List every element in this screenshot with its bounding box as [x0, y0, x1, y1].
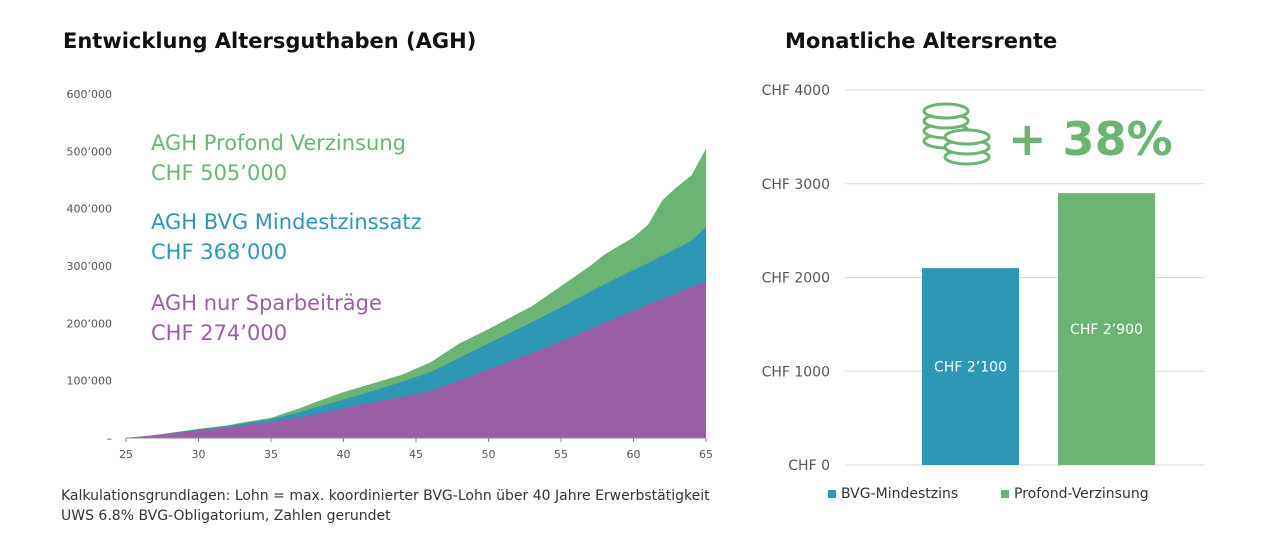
y-tick-label: 300’000 — [67, 260, 113, 273]
footnote-line-2: UWS 6.8% BVG-Obligatorium, Zahlen gerund… — [61, 508, 391, 524]
bvg-label-title: AGH BVG Mindestzinssatz — [151, 210, 422, 234]
y-tick-label: 200’000 — [67, 317, 113, 330]
legend-swatch-profond — [1001, 490, 1009, 498]
legend-item-bvg: BVG-Mindestzins — [828, 486, 958, 502]
legend-label-bvg: BVG-Mindestzins — [841, 486, 959, 502]
y-tick-label: 400’000 — [67, 203, 113, 216]
bar-profond — [1058, 193, 1155, 465]
y-tick-label: 100’000 — [67, 375, 113, 388]
increase-label: + 38% — [1008, 112, 1173, 166]
y-tick-label: 500’000 — [67, 145, 113, 158]
x-tick-label: 60 — [627, 448, 641, 461]
legend-swatch-bvg — [828, 490, 836, 498]
y-tick-label: CHF 1000 — [762, 364, 830, 380]
x-tick-label: 35 — [264, 448, 278, 461]
bvg-label-value: CHF 368’000 — [151, 240, 287, 264]
y-tick-label: 600’000 — [67, 88, 113, 101]
x-tick-label: 65 — [699, 448, 713, 461]
x-tick-label: 40 — [337, 448, 351, 461]
bar-data-label: CHF 2’100 — [934, 360, 1007, 376]
profond-label-title: AGH Profond Verzinsung — [151, 131, 406, 155]
spar-label-title: AGH nur Sparbeiträge — [151, 291, 382, 315]
area-sparbeitraege — [126, 280, 706, 438]
profond-label-value: CHF 505’000 — [151, 161, 287, 185]
legend-label-profond: Profond-Verzinsung — [1014, 486, 1149, 502]
footnote-line-1: Kalkulationsgrundlagen: Lohn = max. koor… — [61, 488, 710, 504]
bar-bvg — [922, 268, 1019, 465]
y-tick-label: CHF 3000 — [762, 177, 830, 193]
x-tick-label: 25 — [119, 448, 133, 461]
spar-label-bg — [143, 283, 423, 349]
spar-label-value: CHF 274’000 — [151, 321, 287, 345]
right-chart-title: Monatliche Altersrente — [785, 29, 1058, 53]
x-tick-label: 55 — [554, 448, 568, 461]
x-tick-label: 30 — [192, 448, 206, 461]
profond-label-bg — [143, 124, 458, 190]
x-tick-label: 45 — [409, 448, 423, 461]
x-tick-label: 50 — [482, 448, 496, 461]
y-tick-label: CHF 4000 — [762, 83, 830, 99]
bvg-label-bg — [143, 200, 473, 266]
coins-icon — [922, 102, 991, 166]
y-tick-label: CHF 0 — [788, 458, 830, 474]
y-tick-label: – — [107, 432, 113, 445]
legend-item-profond: Profond-Verzinsung — [1001, 486, 1149, 502]
bar-data-label: CHF 2’900 — [1070, 322, 1143, 338]
y-tick-label: CHF 2000 — [762, 271, 830, 287]
left-chart-title: Entwicklung Altersguthaben (AGH) — [63, 29, 477, 53]
